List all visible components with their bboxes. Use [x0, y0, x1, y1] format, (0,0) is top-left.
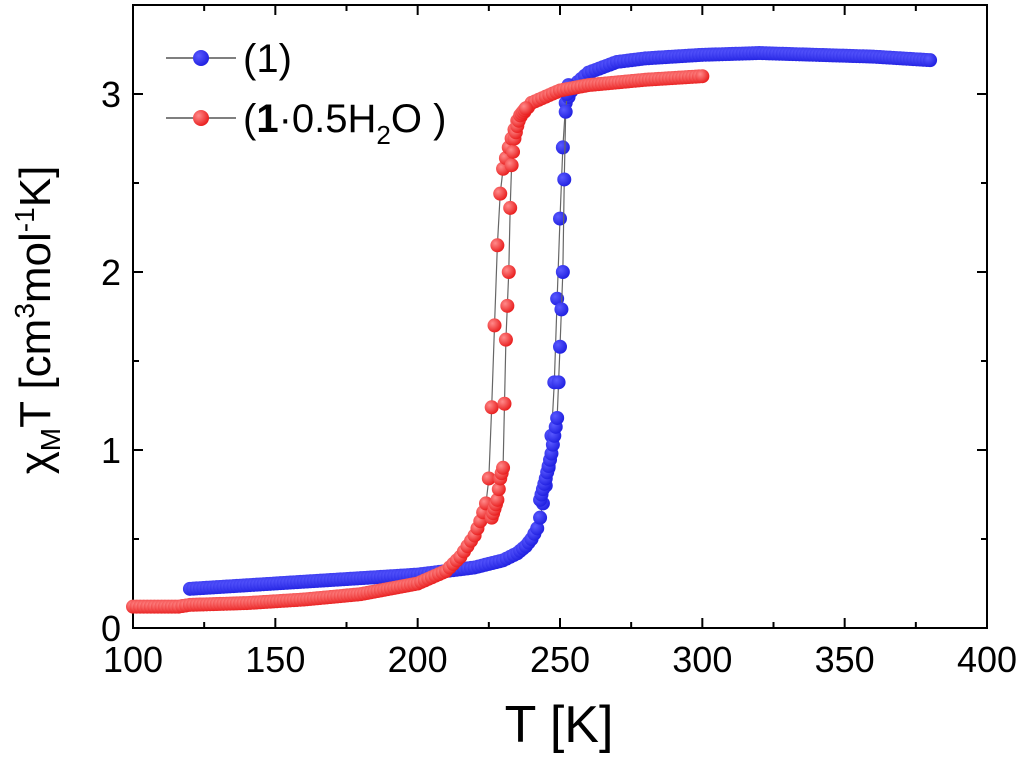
- y-label-k: K]: [11, 166, 60, 208]
- series-2-point: [481, 471, 496, 486]
- series-2-point: [506, 144, 521, 159]
- series-1-point: [553, 339, 567, 354]
- ticks-group: [132, 5, 988, 629]
- series-2-point: [493, 186, 508, 201]
- tick-labels: 100 150 200 250 300 350 400 0 1 2 3: [101, 74, 1017, 680]
- y-label-text: T [cm: [11, 319, 60, 428]
- x-tick-label: 100: [103, 639, 163, 680]
- series-2-point: [504, 158, 519, 173]
- series-2-point: [490, 492, 505, 507]
- y-tick-label: 0: [101, 608, 121, 649]
- series-2-point: [501, 265, 516, 279]
- y-label-sup-minus1: -1: [9, 207, 40, 232]
- legend-label-1: (1): [243, 37, 292, 81]
- series-1-point: [555, 140, 570, 155]
- y-label-sub-m: M: [35, 428, 66, 451]
- x-tick-label: 300: [672, 639, 732, 680]
- legend: (1) (1·0.5H2O ): [166, 37, 446, 150]
- series-2-point: [695, 69, 710, 84]
- x-tick-label: 150: [245, 639, 305, 680]
- series-2-point: [484, 400, 499, 415]
- series-1-point: [555, 265, 570, 279]
- series-2-point: [496, 460, 511, 475]
- series-2-cooling-line: [133, 75, 703, 608]
- series-layer: [126, 46, 938, 614]
- series-2-point: [490, 238, 505, 253]
- y-tick-label: 1: [101, 430, 121, 471]
- y-axis-label: χMT [cm3mol-1K]: [9, 166, 66, 475]
- series-2-point: [518, 101, 533, 116]
- y-label-chi: χ: [11, 451, 60, 474]
- legend-marker-2: [193, 110, 209, 126]
- series-2-point: [498, 332, 513, 347]
- x-axis-label: T [K]: [505, 696, 614, 754]
- y-label-mol: mol: [11, 232, 60, 303]
- series-1-point: [923, 53, 938, 68]
- y-tick-label: 3: [101, 74, 121, 115]
- x-tick-label: 250: [530, 639, 590, 680]
- y-label-sup-3: 3: [9, 303, 40, 319]
- series-1-point: [551, 375, 566, 390]
- series-1-point: [554, 302, 569, 317]
- legend-label-2: (1·0.5H2O ): [243, 97, 446, 150]
- series-2-point: [497, 396, 512, 411]
- series-1-point: [553, 211, 567, 226]
- legend-marker-1: [193, 50, 209, 66]
- series-1-point: [533, 510, 548, 525]
- series-1-point: [558, 104, 573, 119]
- x-tick-label: 200: [388, 639, 448, 680]
- x-tick-label: 350: [815, 639, 875, 680]
- x-tick-label: 400: [957, 639, 1017, 680]
- series-1-point: [550, 291, 565, 306]
- series-1-point: [557, 172, 572, 187]
- y-tick-label: 2: [101, 252, 121, 293]
- series-2: [126, 69, 710, 614]
- series-2-point: [487, 318, 502, 333]
- series-2-point: [503, 200, 518, 215]
- series-1-point: [550, 410, 565, 425]
- series-2-point: [491, 482, 506, 497]
- series-2-point: [500, 298, 515, 313]
- series-1-point: [530, 521, 545, 536]
